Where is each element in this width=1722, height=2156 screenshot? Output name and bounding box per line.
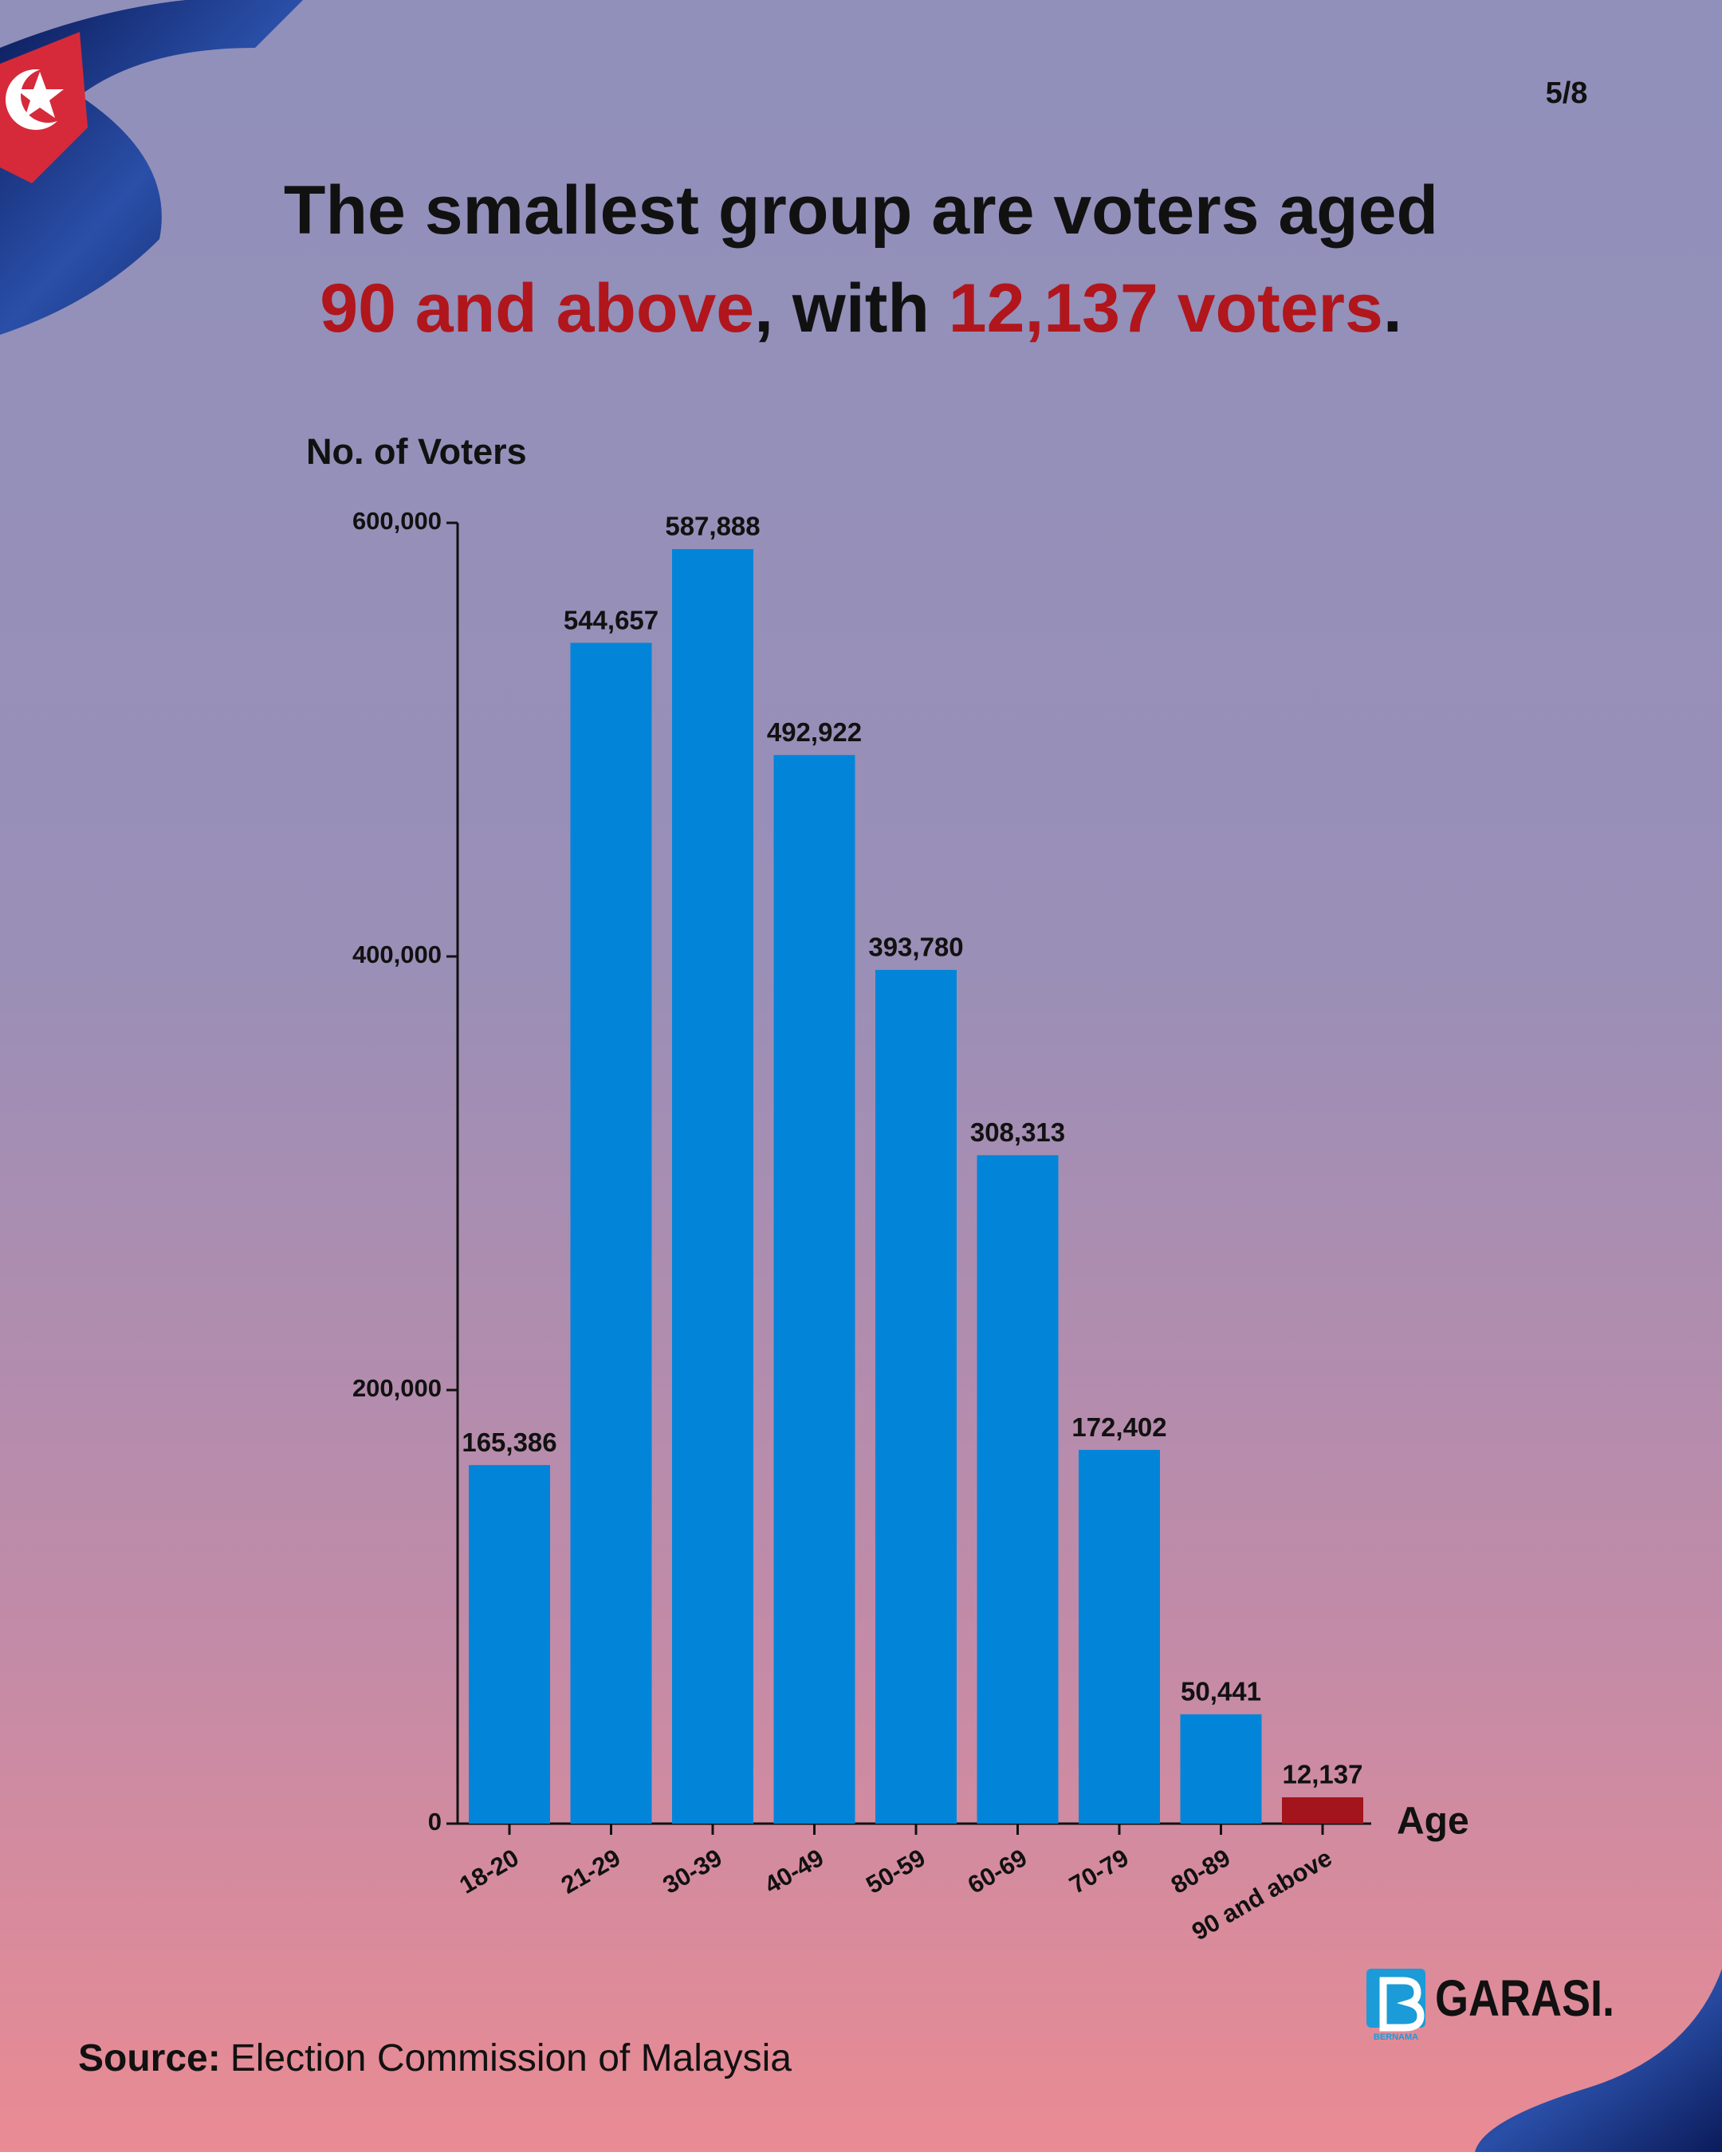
value-label: 393,780 (868, 933, 963, 962)
value-label: 12,137 (1283, 1760, 1363, 1789)
value-label: 492,922 (767, 717, 862, 747)
y-tick-label: 200,000 (352, 1374, 442, 1402)
y-tick-label: 0 (428, 1808, 442, 1836)
value-label: 50,441 (1181, 1677, 1261, 1706)
chart-title: 90 and above, with 12,137 voters. (320, 270, 1402, 347)
source-text: Election Commission of Malaysia (230, 2037, 792, 2079)
chart-title: The smallest group are voters aged (284, 172, 1438, 249)
value-label: 165,386 (462, 1428, 556, 1457)
bar (977, 1155, 1059, 1824)
bar (1282, 1797, 1363, 1824)
source-label: Source: (78, 2037, 221, 2079)
bar (570, 642, 652, 1824)
page-number: 5/8 (1546, 77, 1588, 110)
logo-name: GARASI. (1435, 1969, 1614, 2027)
y-axis-label: No. of Voters (306, 431, 527, 472)
value-label: 172,402 (1071, 1412, 1166, 1442)
flag-ribbon-bottom (1475, 1969, 1722, 2152)
logo: BERNAMA GARASI. (1366, 1969, 1614, 2042)
bar (1079, 1450, 1160, 1824)
y-tick-label: 400,000 (352, 941, 442, 968)
title-part: 90 and above (320, 270, 754, 347)
value-label: 544,657 (564, 605, 659, 634)
bar (469, 1465, 550, 1824)
y-tick-label: 600,000 (352, 507, 442, 535)
logo-sub: BERNAMA (1374, 2032, 1418, 2042)
bar (672, 548, 753, 1824)
source: Source: Election Commission of Malaysia (78, 2037, 792, 2079)
title-part: The smallest group are voters aged (284, 172, 1438, 249)
title-part: . (1383, 270, 1402, 347)
value-label: 308,313 (970, 1117, 1065, 1147)
value-label: 587,888 (665, 512, 760, 541)
bar (1180, 1714, 1262, 1824)
x-axis-label: Age (1397, 1801, 1469, 1843)
bar (875, 969, 957, 1824)
title-part: , with (754, 270, 949, 347)
bar (773, 755, 855, 1824)
title-part: 12,137 voters (949, 270, 1383, 347)
flag-ribbon-top (0, 0, 303, 335)
